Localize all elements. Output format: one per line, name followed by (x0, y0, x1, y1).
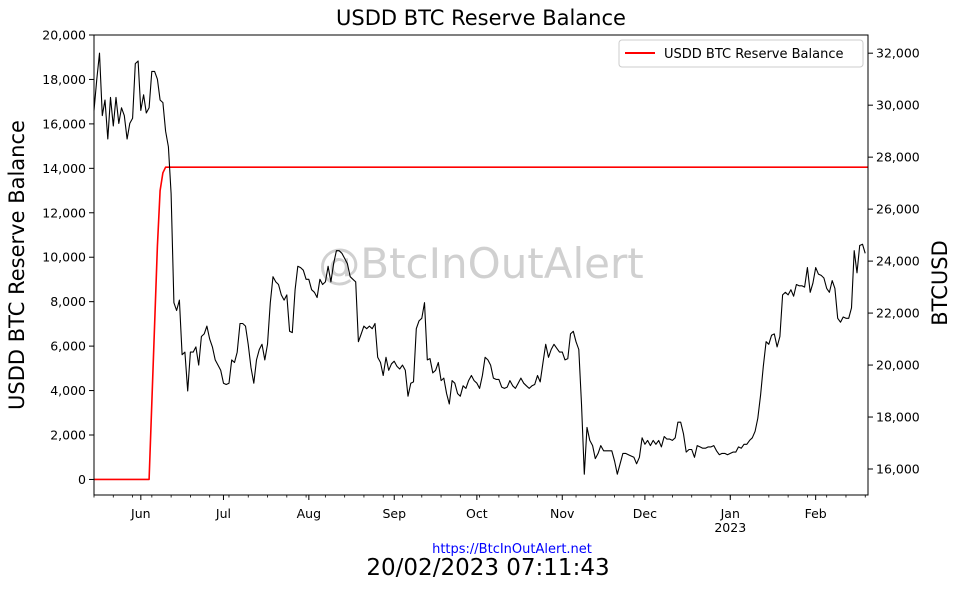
x-tick-label: Jun (130, 506, 151, 521)
left-tick-label: 10,000 (42, 250, 86, 265)
left-axis-title: USDD BTC Reserve Balance (5, 120, 29, 410)
series-line-btcusd (93, 52, 866, 475)
x-tick-sublabel: 2023 (714, 520, 746, 535)
x-tick-label: Feb (805, 506, 827, 521)
legend-label: USDD BTC Reserve Balance (664, 47, 843, 62)
left-tick-label: 20,000 (42, 28, 86, 43)
right-tick-label: 16,000 (876, 462, 920, 477)
x-tick-label: Jul (215, 506, 231, 521)
right-tick-label: 32,000 (876, 46, 920, 61)
plot-area (93, 52, 868, 481)
right-tick-label: 28,000 (876, 150, 920, 165)
left-tick-label: 2,000 (50, 428, 86, 443)
right-tick-label: 20,000 (876, 358, 920, 373)
x-tick-label: Aug (297, 506, 321, 521)
legend-box (618, 39, 864, 68)
chart-title: USDD BTC Reserve Balance (336, 6, 626, 30)
right-tick-label: 18,000 (876, 410, 920, 425)
right-tick-label: 30,000 (876, 98, 920, 113)
right-tick-label: 26,000 (876, 202, 920, 217)
x-tick-label: Jan (720, 506, 740, 521)
left-tick-label: 14,000 (42, 161, 86, 176)
right-tick-label: 22,000 (876, 306, 920, 321)
right-tick-label: 24,000 (876, 254, 920, 269)
x-tick-label: Sep (382, 506, 406, 521)
left-tick-label: 0 (78, 472, 86, 487)
left-tick-label: 4,000 (50, 383, 86, 398)
right-axis-title: BTCUSD (928, 240, 952, 326)
left-tick-label: 8,000 (50, 294, 86, 309)
left-y-axis: 0 2,000 4,000 6,000 8,000 10,000 12,000 14,000 1… (42, 28, 94, 487)
series-line-reserve-balance (94, 166, 868, 481)
left-tick-label: 18,000 (42, 72, 86, 87)
left-tick-label: 16,000 (42, 116, 86, 131)
site-url[interactable]: https://BtcInOutAlert.net (432, 542, 592, 557)
left-tick-label: 6,000 (50, 339, 86, 354)
x-tick-label: Oct (466, 506, 488, 521)
watermark: @BtcInOutAlert (318, 239, 644, 288)
right-y-axis: 16,000 18,000 20,000 22,000 24,000 26,000 28,0… (868, 46, 920, 477)
x-tick-label: Dec (633, 506, 657, 521)
x-tick-label: Nov (550, 506, 575, 521)
plot-frame (93, 34, 869, 496)
legend: USDD BTC Reserve Balance (618, 39, 864, 68)
timestamp: 20/02/2023 07:11:43 (366, 555, 609, 581)
left-tick-label: 12,000 (42, 205, 86, 220)
